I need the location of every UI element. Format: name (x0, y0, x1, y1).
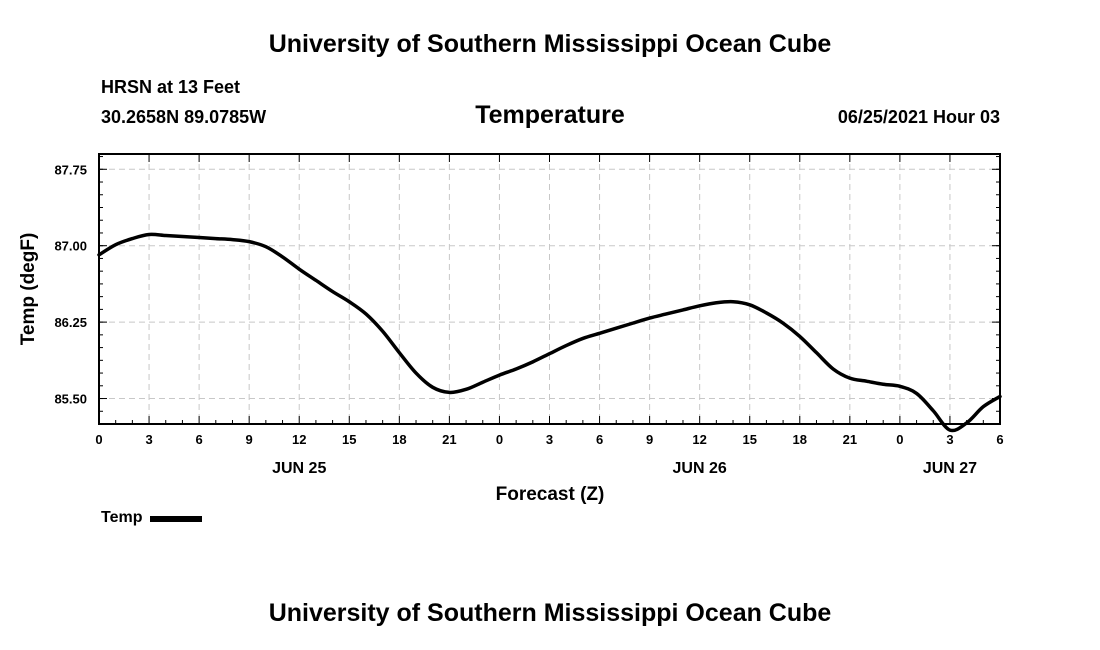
x-tick-label: 15 (742, 432, 756, 447)
x-tick-label: 0 (496, 432, 503, 447)
x-tick-label: 21 (843, 432, 857, 447)
series-group (97, 232, 1002, 433)
y-tick-labels: 85.50 86.25 87.00 87.75 (54, 162, 87, 406)
x-tick-label: 6 (596, 432, 603, 447)
date-label: JUN 25 (272, 460, 326, 477)
date-label: JUN 26 (673, 460, 727, 477)
y-tick-label: 87.75 (54, 162, 87, 177)
x-tick-label: 9 (646, 432, 653, 447)
chart-grid (99, 154, 1000, 424)
x-tick-label: 3 (546, 432, 553, 447)
y-tick-label: 87.00 (54, 239, 87, 254)
x-tick-label: 21 (442, 432, 456, 447)
x-tick-labels: 0 3 6 9 12 15 18 21 0 3 6 9 12 15 18 21 0 3 6 (95, 432, 1003, 447)
x-tick-label: 3 (946, 432, 953, 447)
x-tick-label: 18 (392, 432, 406, 447)
legend-label: Temp (101, 509, 143, 526)
y-axis-label: Temp (degF) (18, 233, 39, 346)
series-line-temp (97, 232, 1002, 433)
footer-title: University of Southern Mississippi Ocean… (268, 599, 832, 627)
x-tick-label: 12 (692, 432, 706, 447)
forecast-datetime: 06/25/2021 Hour 03 (837, 107, 1000, 127)
x-tick-label: 12 (292, 432, 306, 447)
date-labels: JUN 25 JUN 26 JUN 27 (272, 460, 977, 477)
station-coordinates: 30.2658N 89.0785W (101, 107, 267, 127)
x-tick-label: 3 (145, 432, 152, 447)
y-tick-label: 86.25 (54, 315, 87, 330)
date-label: JUN 27 (923, 460, 977, 477)
legend: Temp (101, 509, 203, 527)
x-tick-label: 15 (342, 432, 356, 447)
x-tick-label: 18 (793, 432, 807, 447)
x-axis-label: Forecast (Z) (496, 484, 605, 505)
x-tick-label: 6 (996, 432, 1003, 447)
x-tick-label: 0 (95, 432, 102, 447)
station-label: HRSN at 13 Feet (101, 77, 241, 97)
page-title: University of Southern Mississippi Ocean… (268, 30, 832, 58)
x-tick-label: 9 (246, 432, 253, 447)
axis-ticks (98, 154, 1001, 425)
chart-title: Temperature (475, 101, 625, 129)
x-tick-label: 0 (896, 432, 903, 447)
x-tick-label: 6 (195, 432, 202, 447)
legend-line-swatch (150, 516, 203, 522)
y-tick-label: 85.50 (54, 392, 87, 407)
